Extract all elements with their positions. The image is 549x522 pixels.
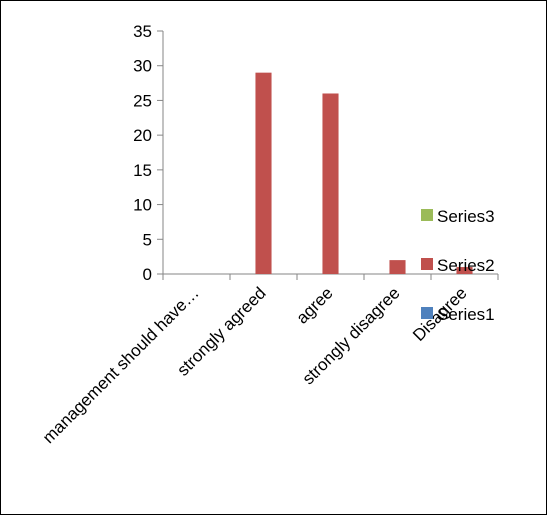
y-tick-label: 10: [133, 196, 152, 215]
bar-series2-2: [255, 72, 272, 275]
bar-series2-4: [389, 260, 406, 274]
x-ticks: [162, 274, 499, 280]
legend-swatch-series2: [421, 258, 433, 270]
legend-label-series1: Series1: [437, 305, 495, 324]
y-tick-label: 5: [143, 230, 152, 249]
legend: Series3 Series2 Series1: [421, 207, 495, 324]
y-tick-label: 0: [143, 265, 152, 284]
y-tick-label: 25: [133, 91, 152, 110]
y-tick-label: 15: [133, 161, 152, 180]
y-tick-label: 20: [133, 126, 152, 145]
bar-series2-3: [322, 93, 339, 274]
y-tick-label: 30: [133, 57, 152, 76]
legend-label-series3: Series3: [437, 207, 495, 226]
y-tick-label: 35: [133, 22, 152, 41]
y-ticks: 0 5 10 15 20 25 30 35: [133, 22, 163, 284]
legend-swatch-series1: [421, 307, 433, 319]
bars: [255, 72, 473, 275]
legend-swatch-series3: [421, 209, 433, 221]
legend-label-series2: Series2: [437, 256, 495, 275]
bar-series2-5: [456, 267, 473, 274]
